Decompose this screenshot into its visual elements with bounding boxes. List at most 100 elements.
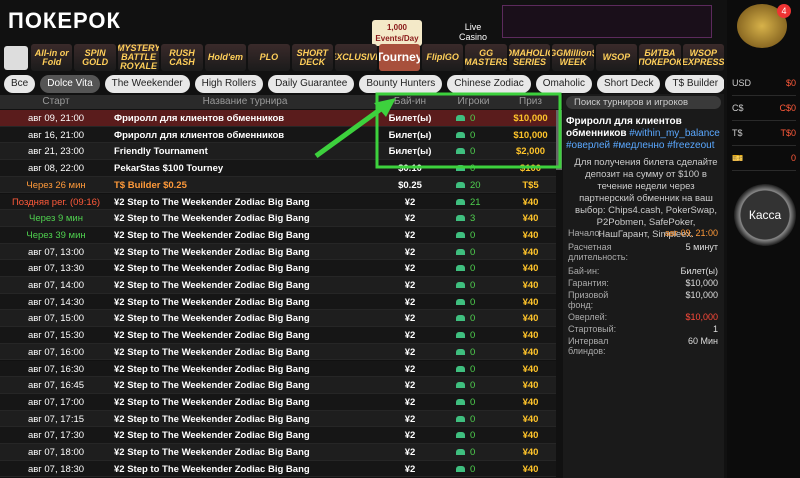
live-casino[interactable]: Live Casino <box>458 22 487 42</box>
players-icon <box>456 115 465 121</box>
balance-value: T$0 <box>780 128 796 138</box>
tournament-row[interactable]: авг 07, 15:30 ¥2 Step to The Weekender Zo… <box>0 327 556 344</box>
tournament-row[interactable]: авг 21, 23:00 Friendly Tournament Билет(ы)… <box>0 143 556 161</box>
tournament-row[interactable]: авг 07, 14:00 ¥2 Step to The Weekender Zo… <box>0 277 556 294</box>
balance-label: C$ <box>732 103 744 113</box>
balance-row[interactable]: T$ T$0 <box>732 128 796 146</box>
buyin-cell: ¥2 <box>404 296 416 308</box>
players-cell: 0 <box>470 146 476 158</box>
game-tab[interactable]: OMAHOLIC SERIES <box>508 44 551 71</box>
tournament-row[interactable]: авг 07, 16:00 ¥2 Step to The Weekender Zo… <box>0 343 556 361</box>
column-header[interactable]: Старт <box>42 96 70 107</box>
promo-box[interactable] <box>502 5 712 38</box>
tournament-row[interactable]: авг 07, 15:00 ¥2 Step to The Weekender Zo… <box>0 310 556 328</box>
tournament-row[interactable]: авг 07, 16:45 ¥2 Step to The Weekender Zo… <box>0 377 556 394</box>
players-icon <box>456 398 465 405</box>
scrollbar[interactable] <box>556 110 562 170</box>
filter-chip[interactable]: Omaholic <box>535 75 593 93</box>
players-cell: 0 <box>470 113 476 124</box>
tournament-row[interactable]: Через 26 мин T$ Builder $0.25 $0.25 20 T$5 <box>0 176 556 194</box>
start-cell: авг 07, 14:30 <box>27 296 85 308</box>
column-header[interactable]: Приз <box>519 96 542 107</box>
game-tab[interactable]: Hold'em <box>204 44 247 71</box>
detail-label: Бай-ин: <box>568 266 600 276</box>
filter-chip[interactable]: Short Deck <box>597 75 661 93</box>
players-cell: 21 <box>470 196 481 208</box>
game-tab[interactable]: All-in or Fold <box>31 44 73 71</box>
column-header[interactable]: Бай-ин <box>393 96 427 107</box>
tournament-row[interactable]: авг 08, 22:00 PekarStas $100 Tourney $0.10… <box>0 160 556 177</box>
tournament-row[interactable]: авг 07, 17:30 ¥2 Step to The Weekender Zo… <box>0 427 556 444</box>
tournament-row[interactable]: авг 07, 13:00 ¥2 Step to The Weekender Zo… <box>0 243 556 261</box>
tournament-row[interactable]: авг 07, 18:30 ¥2 Step to The Weekender Zo… <box>0 460 556 478</box>
balance-label: T$ <box>732 128 743 138</box>
name-cell: ¥2 Step to The Weekender Zodiac Big Bang <box>114 380 310 392</box>
filter-chip[interactable]: The Weekender <box>104 75 190 93</box>
game-tab[interactable]: RUSH CASH <box>161 44 203 71</box>
tournament-row[interactable]: авг 16, 21:00 Фриролл для клиентов обменн… <box>0 126 556 144</box>
filter-bar: Все Dolce Vita The Weekender High Rollers Da… <box>4 75 724 93</box>
events-banner[interactable]: 1,000 Events/Day <box>372 20 422 46</box>
name-cell: ¥2 Step to The Weekender Zodiac Big Bang <box>114 313 310 325</box>
tournament-row[interactable]: авг 07, 14:30 ¥2 Step to The Weekender Zo… <box>0 293 556 311</box>
game-tab[interactable]: SHORT DECK <box>291 44 334 71</box>
game-tab[interactable]: WSOP EXPRESS <box>682 44 724 71</box>
tournament-row[interactable]: Поздняя рег. (09:16) ¥2 Step to The Weeke… <box>0 193 556 211</box>
name-cell: Friendly Tournament <box>114 146 208 158</box>
name-cell: ¥2 Step to The Weekender Zodiac Big Bang <box>114 447 310 458</box>
game-tab[interactable]: GGMillion$ WEEK <box>552 44 594 71</box>
filter-chip[interactable]: T$ Builder <box>665 75 724 93</box>
filter-chip[interactable]: Bounty Hunters <box>359 75 443 93</box>
tournament-row[interactable]: авг 07, 16:30 ¥2 Step to The Weekender Zo… <box>0 360 556 378</box>
balance-row[interactable]: 🎫 0 <box>732 153 796 171</box>
tournament-row[interactable]: авг 09, 21:00 Фриролл для клиентов обменн… <box>0 110 556 127</box>
tournament-row[interactable]: авг 07, 17:00 ¥2 Step to The Weekender Zo… <box>0 393 556 411</box>
detail-value: 60 Мин <box>687 336 718 346</box>
game-tab[interactable]: FlipIGO <box>421 44 464 71</box>
filter-chip[interactable]: Все <box>4 75 36 93</box>
game-tab[interactable]: GG MASTERS <box>465 44 507 71</box>
filter-chip[interactable]: Daily Guarantee <box>268 75 355 93</box>
game-tab[interactable]: MYSTERY BATTLE ROYALE <box>117 44 160 71</box>
notification-badge[interactable]: 4 <box>777 4 791 18</box>
name-cell: ¥2 Step to The Weekender Zodiac Big Bang <box>114 396 310 408</box>
column-header[interactable]: Название турнира <box>202 96 288 107</box>
tournament-row[interactable]: Через 39 мин ¥2 Step to The Weekender Zod… <box>0 226 556 244</box>
filter-chip[interactable]: Chinese Zodiac <box>447 75 531 93</box>
name-cell: ¥2 Step to The Weekender Zodiac Big Bang <box>114 363 310 375</box>
filter-chip[interactable]: High Rollers <box>194 75 264 93</box>
balance-value: 0 <box>790 153 796 163</box>
detail-value: $10,000 <box>685 290 718 300</box>
balance-value: $0 <box>785 78 796 88</box>
balance-row[interactable]: C$ C$0 <box>732 103 796 121</box>
game-tab[interactable]: SPIN GOLD <box>74 44 116 71</box>
game-tab[interactable]: Tourney <box>378 44 420 71</box>
cashier-button[interactable]: Касса <box>734 184 796 246</box>
players-icon <box>456 248 465 255</box>
detail-row: Расчетная длительность: 5 минут <box>568 242 718 262</box>
game-tab[interactable]: EXCLUSIVE <box>335 44 377 71</box>
players-cell: 0 <box>470 229 476 241</box>
filter-chip[interactable]: Dolce Vita <box>40 75 100 93</box>
tournament-row[interactable]: авг 07, 18:00 ¥2 Step to The Weekender Zo… <box>0 444 556 461</box>
prize-cell: ¥40 <box>522 346 539 358</box>
start-cell: авг 09, 21:00 <box>27 113 85 124</box>
game-tab[interactable]: WSOP <box>595 44 638 71</box>
game-tab[interactable]: PLO <box>248 44 290 71</box>
game-tab[interactable]: БИТВА ПОКЕРОК <box>639 44 681 71</box>
column-header[interactable]: Игроки <box>457 96 490 107</box>
players-cell: 0 <box>470 380 476 392</box>
home-button[interactable] <box>4 46 28 70</box>
prize-cell: $100 <box>519 163 542 175</box>
prize-cell: ¥40 <box>522 380 539 392</box>
balance-row[interactable]: USD $0 <box>732 78 796 96</box>
detail-label: Гарантия: <box>568 278 609 288</box>
details-description: Для получения билета сделайте депозит на… <box>574 157 718 240</box>
tournament-row[interactable]: авг 07, 13:30 ¥2 Step to The Weekender Zo… <box>0 260 556 277</box>
search-box[interactable]: Поиск турниров и игроков <box>566 96 721 109</box>
tournament-row[interactable]: авг 07, 17:15 ¥2 Step to The Weekender Zo… <box>0 410 556 428</box>
players-cell: 0 <box>470 163 476 175</box>
detail-row: Интервал блиндов: 60 Мин <box>568 336 718 356</box>
players-icon <box>456 282 465 288</box>
tournament-row[interactable]: Через 9 мин ¥2 Step to The Weekender Zodi… <box>0 210 556 227</box>
